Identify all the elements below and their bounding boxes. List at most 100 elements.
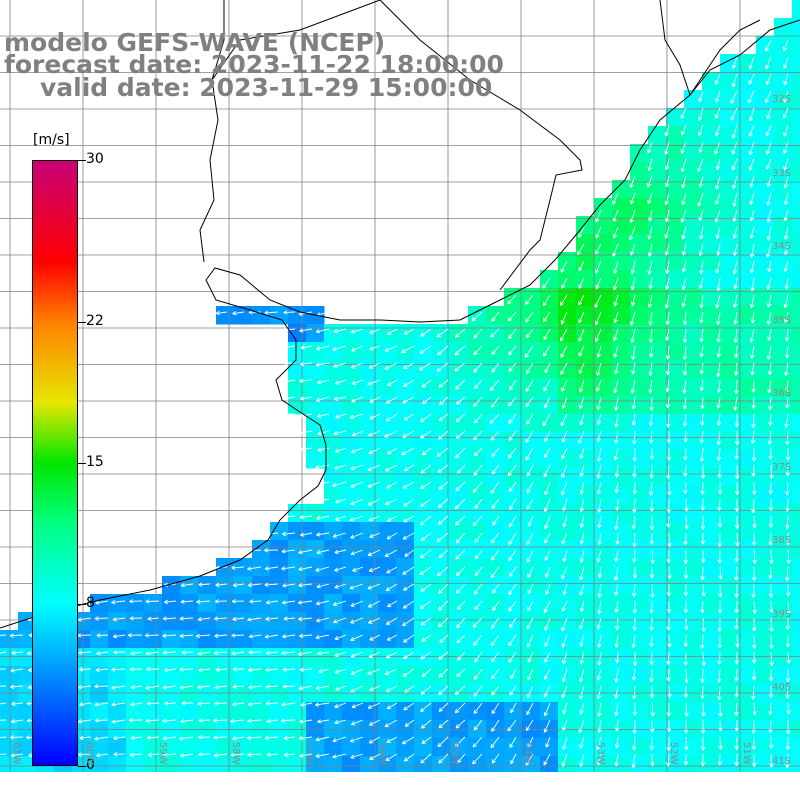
wind-arrow <box>332 753 347 759</box>
sea-speed-cell <box>18 738 37 757</box>
wind-arrow <box>734 566 739 581</box>
wind-arrow <box>213 718 228 723</box>
sea-speed-cell <box>360 756 379 775</box>
sea-speed-cell <box>792 558 800 577</box>
sea-speed-cell <box>684 108 703 127</box>
sea-speed-cell <box>144 756 163 775</box>
sea-speed-cell <box>792 612 800 631</box>
sea-speed-cell <box>432 738 451 757</box>
wind-arrow <box>247 667 262 673</box>
wind-arrow <box>147 752 160 757</box>
wind-arrow <box>632 617 637 631</box>
wind-arrow <box>404 464 415 472</box>
wind-arrow <box>766 243 772 258</box>
wind-arrow <box>248 684 262 690</box>
sea-speed-cell <box>360 738 379 757</box>
wind-arrow <box>507 464 517 477</box>
wind-arrow <box>525 311 534 323</box>
sea-speed-cell <box>540 468 559 487</box>
wind-arrow <box>751 498 756 514</box>
wind-arrow <box>715 192 721 205</box>
wind-arrow <box>699 362 704 375</box>
wind-arrow <box>96 651 109 656</box>
sea-speed-cell <box>648 180 667 199</box>
sea-speed-cell <box>666 504 685 523</box>
sea-speed-cell <box>540 666 559 685</box>
wind-arrow <box>684 515 689 530</box>
wind-arrow <box>438 481 449 490</box>
wind-arrow <box>664 175 670 188</box>
sea-speed-cell <box>666 162 685 181</box>
wind-arrow <box>455 532 466 544</box>
wind-arrow <box>386 328 398 336</box>
wind-arrow <box>612 226 619 239</box>
sea-speed-cell <box>306 612 325 631</box>
sea-speed-cell <box>288 342 307 361</box>
wind-arrow <box>403 515 415 523</box>
wind-arrow <box>264 582 279 588</box>
sea-speed-cell <box>576 738 595 757</box>
wind-arrow <box>510 668 517 680</box>
wind-arrow <box>768 515 774 528</box>
wind-arrow <box>648 328 654 343</box>
sea-speed-cell <box>306 504 325 523</box>
wind-arrow <box>632 430 637 445</box>
sea-speed-cell <box>630 630 649 649</box>
wind-arrow <box>317 447 330 452</box>
wind-arrow <box>752 753 757 767</box>
sea-speed-cell <box>576 360 595 379</box>
wind-arrow <box>10 735 24 740</box>
wind-arrow <box>579 464 585 477</box>
sea-speed-cell <box>756 36 775 55</box>
sea-speed-cell <box>792 522 800 541</box>
sea-speed-cell <box>684 180 703 199</box>
wind-arrow <box>752 481 757 495</box>
sea-speed-cell <box>612 648 631 667</box>
sea-speed-cell <box>450 360 469 379</box>
sea-speed-cell <box>252 594 271 613</box>
sea-speed-cell <box>378 414 397 433</box>
wind-arrow <box>421 379 432 388</box>
wind-arrow <box>525 379 534 392</box>
wind-arrow <box>681 226 687 240</box>
sea-speed-cell <box>378 558 397 577</box>
sea-speed-cell <box>666 576 685 595</box>
wind-arrow <box>613 277 619 291</box>
wind-arrow <box>351 430 364 437</box>
wind-arrow <box>420 719 432 729</box>
wind-arrow <box>10 684 24 690</box>
sea-speed-cell <box>342 576 361 595</box>
sea-speed-cell <box>648 306 667 325</box>
wind-arrow <box>632 719 637 734</box>
sea-speed-cell <box>702 396 721 415</box>
sea-speed-cell <box>558 432 577 451</box>
latitude-label: 36S <box>772 388 792 399</box>
wind-arrow <box>562 736 568 750</box>
wind-arrow <box>384 719 398 728</box>
wind-arrow <box>649 566 655 579</box>
sea-speed-cell <box>0 756 19 775</box>
wind-arrow <box>474 549 483 560</box>
sea-speed-cell <box>792 540 800 559</box>
wind-arrow <box>717 617 723 632</box>
sea-speed-cell <box>396 738 415 757</box>
sea-speed-cell <box>306 540 325 559</box>
wind-arrow <box>766 311 772 325</box>
sea-speed-cell <box>522 414 541 433</box>
wind-arrow <box>402 668 415 677</box>
sea-speed-cell <box>234 594 253 613</box>
wind-arrow <box>734 549 739 563</box>
wind-arrow <box>666 651 671 666</box>
sea-speed-cell <box>720 486 739 505</box>
sea-speed-cell <box>558 360 577 379</box>
wind-arrow <box>768 702 773 715</box>
wind-arrow <box>561 634 568 648</box>
wind-arrow <box>731 124 738 139</box>
sea-speed-cell <box>306 450 325 469</box>
wind-arrow <box>456 668 466 678</box>
wind-arrow <box>283 752 296 758</box>
sea-speed-cell <box>432 756 451 775</box>
wind-arrow <box>665 260 670 274</box>
wind-arrow <box>474 379 483 390</box>
wind-arrow <box>438 583 449 594</box>
